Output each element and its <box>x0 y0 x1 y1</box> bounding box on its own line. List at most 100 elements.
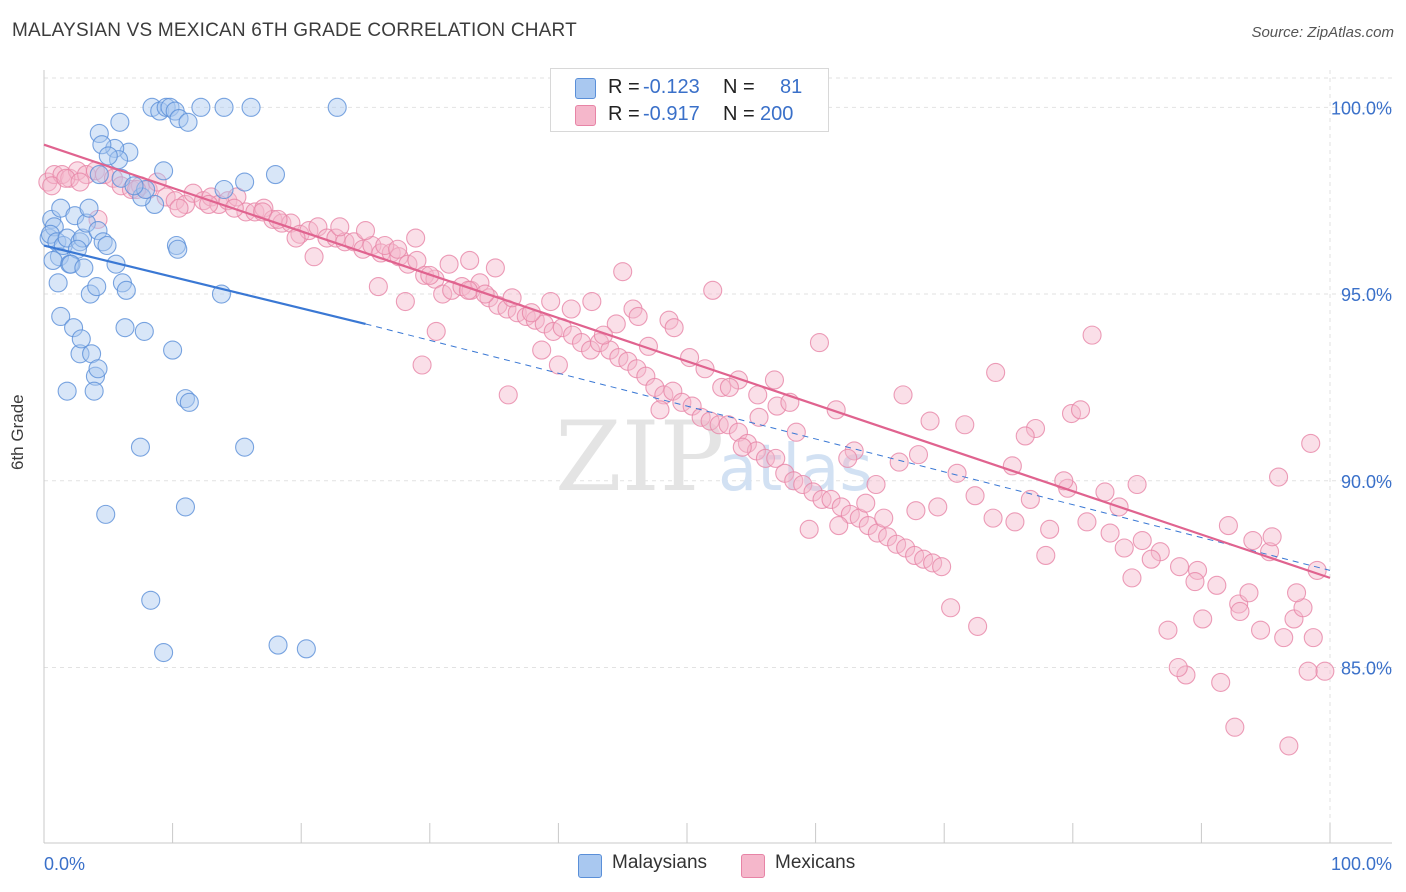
mexicans-point <box>893 385 913 405</box>
malaysians-point <box>327 97 347 117</box>
malaysians-point <box>89 123 109 144</box>
malaysians-point <box>168 239 188 259</box>
malaysians-point <box>110 112 130 132</box>
mexicans-point <box>368 277 388 297</box>
mexicans-point <box>650 400 670 420</box>
mexicans-point <box>330 217 350 237</box>
mexicans-point <box>613 262 633 282</box>
malaysians-point <box>296 639 316 659</box>
malaysians-point <box>124 176 144 196</box>
mexicans-point <box>947 463 967 483</box>
y-tick-label: 90.0% <box>1341 472 1392 492</box>
mexicans-point <box>838 448 858 468</box>
mexicans-point <box>548 355 568 375</box>
mexicans-point <box>1127 474 1147 495</box>
mexicans-point <box>1054 471 1074 491</box>
malaysians-point <box>96 504 116 524</box>
mexicans-point <box>1169 557 1190 577</box>
malaysians-point <box>88 359 108 379</box>
mexicans-point <box>541 291 561 312</box>
malaysians-point <box>119 142 139 162</box>
mexicans-trend-line <box>43 143 1331 579</box>
malaysians-point <box>71 329 91 349</box>
malaysians-point <box>154 643 174 663</box>
mexicans-point <box>1100 523 1120 543</box>
mexicans-point <box>755 448 775 468</box>
mexicans-point <box>1132 530 1152 551</box>
malaysians-point <box>105 138 125 158</box>
mexicans-point <box>986 362 1006 383</box>
mexicans-point <box>1040 519 1060 539</box>
r-value: -0.917 <box>643 103 700 125</box>
malaysians-point <box>154 161 174 181</box>
mexicans-point <box>606 314 626 334</box>
axes <box>43 70 1392 844</box>
mexicans-point <box>908 445 929 465</box>
mexicans-point <box>968 616 988 636</box>
malaysians-point <box>57 381 77 401</box>
mexicans-point <box>406 228 426 248</box>
mexicans-point <box>1251 620 1271 640</box>
mexicans-point <box>70 172 90 192</box>
malaysians-point <box>80 284 100 304</box>
mexicans-point <box>1298 661 1318 681</box>
mexicans-point <box>1287 583 1307 603</box>
mexicans-point <box>889 452 909 472</box>
malaysians-point <box>92 135 112 155</box>
malaysians-point <box>191 97 211 117</box>
malaysians-point <box>97 235 117 256</box>
n-value: 81 <box>780 76 803 98</box>
malaysians-point <box>116 280 136 300</box>
malaysians-point <box>134 321 154 341</box>
mexicans-point <box>767 396 787 416</box>
malaysians-point <box>61 254 81 274</box>
mexicans-point <box>941 598 961 618</box>
trend-lines <box>43 143 1331 579</box>
malaysians-point <box>87 277 107 297</box>
malaysians-point <box>70 344 90 364</box>
mexicans-point <box>799 519 819 539</box>
mexicans-point <box>460 250 480 270</box>
malaysians-point <box>73 228 93 248</box>
malaysians-point <box>109 150 129 170</box>
malaysians-point <box>179 392 199 412</box>
mexicans-point <box>498 385 518 405</box>
legend-swatch-pink <box>741 854 765 878</box>
mexicans-point <box>1020 489 1040 509</box>
malaysians-point <box>49 247 69 267</box>
mexicans-point <box>680 347 700 368</box>
malaysians-point <box>115 318 135 338</box>
malaysians-point <box>88 221 108 241</box>
r-label: R = <box>608 76 640 98</box>
n-value: 200 <box>760 103 794 125</box>
mexicans-point <box>304 247 324 267</box>
malaysians-point <box>214 179 234 200</box>
mexicans-point <box>672 392 692 412</box>
mexicans-point <box>695 359 715 379</box>
malaysians-point <box>93 232 113 252</box>
mexicans-point <box>821 489 841 509</box>
mexicans-point <box>764 370 784 390</box>
mexicans-point <box>1274 628 1294 648</box>
mexicans-point <box>561 299 581 319</box>
y-tick-label: 95.0% <box>1341 285 1392 305</box>
malaysians-point <box>70 232 90 252</box>
mexicans-point <box>1279 736 1299 756</box>
mexicans-point <box>1176 665 1196 685</box>
mexicans-point <box>355 221 376 241</box>
mexicans-point <box>732 437 752 457</box>
blue-swatch <box>575 78 596 99</box>
mexicans-point <box>395 291 415 312</box>
malaysians-trend-line <box>43 244 366 326</box>
y-tick-label: 85.0% <box>1341 658 1392 678</box>
n-label: N = <box>723 76 755 98</box>
malaysians-point <box>268 635 288 655</box>
mexicans-point <box>1077 512 1097 532</box>
malaysians-point <box>136 179 156 200</box>
stats-box: R = -0.123 N = 81 R = -0.917 N = 200 <box>550 68 829 132</box>
mexicans-point <box>485 258 505 278</box>
mexicans-point <box>502 288 522 308</box>
mexicans-point <box>1122 568 1142 588</box>
mexicans-point <box>1207 575 1227 595</box>
